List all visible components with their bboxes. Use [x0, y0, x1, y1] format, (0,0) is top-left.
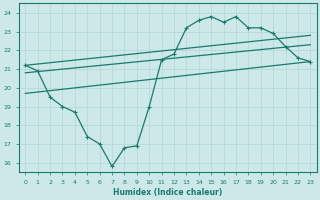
X-axis label: Humidex (Indice chaleur): Humidex (Indice chaleur) — [113, 188, 222, 197]
